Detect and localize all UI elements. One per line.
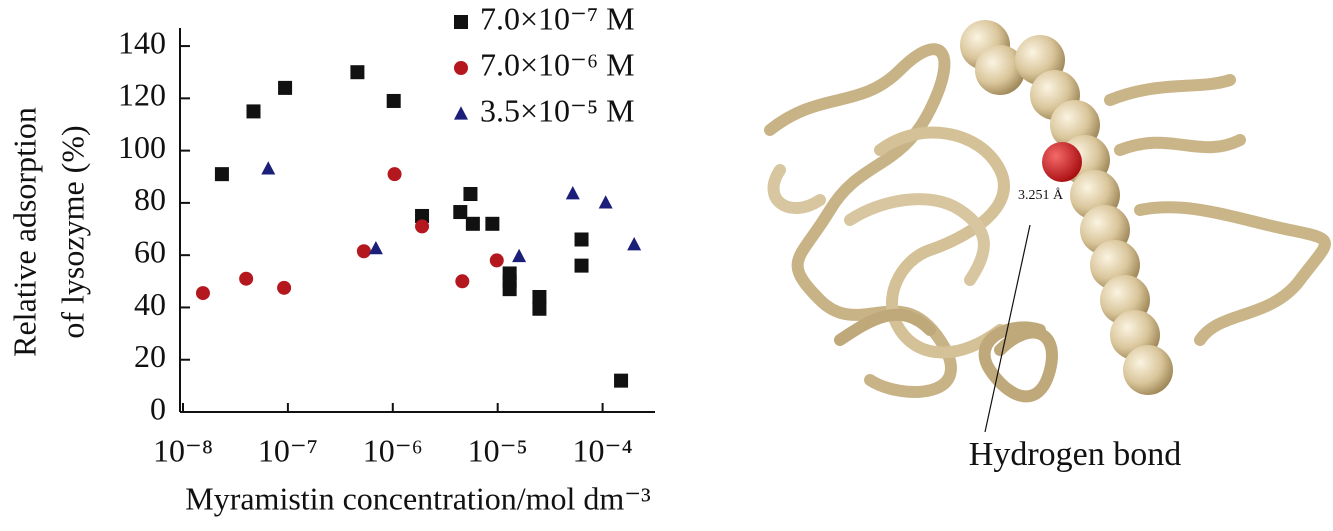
legend-label: 7.0×10⁻⁶ M	[480, 46, 635, 82]
y-tick-label: 100	[118, 129, 166, 165]
data-point	[455, 274, 470, 289]
data-point	[278, 80, 293, 95]
y-tick-label: 140	[118, 24, 166, 60]
data-point	[465, 216, 480, 231]
annotation: Hydrogen bond	[969, 436, 1181, 473]
data-point	[489, 253, 504, 268]
protein-structure	[764, 43, 1331, 403]
pointer-line	[984, 224, 1031, 433]
data-point	[485, 216, 500, 231]
x-tick-label: 10⁻⁴	[573, 432, 633, 468]
y-tick-label: 60	[134, 234, 166, 270]
data-point	[415, 219, 430, 234]
x-tick-label: 10⁻⁵	[468, 432, 528, 468]
distance-label: 3.251 Å	[1018, 187, 1064, 203]
y-tick-label: 80	[134, 181, 166, 217]
data-point	[453, 205, 468, 220]
data-point	[368, 240, 383, 255]
data-point	[512, 248, 527, 263]
x-tick-label: 10⁻⁷	[258, 432, 318, 468]
data-point	[574, 232, 589, 247]
data-point	[532, 301, 547, 316]
data-point	[239, 271, 254, 286]
data-point	[565, 186, 580, 200]
data-point	[463, 187, 478, 202]
x-tick-label: 10⁻⁸	[153, 432, 213, 468]
data-point	[350, 65, 365, 80]
legend-label: 7.0×10⁻⁷ M	[480, 0, 635, 36]
data-point	[598, 195, 613, 209]
legend-label: 3.5×10⁻⁵ M	[480, 92, 635, 128]
myramistin-spheres	[960, 20, 1173, 395]
data-point	[574, 258, 589, 273]
y-axis-label: of lysozyme (%)	[54, 125, 90, 338]
data-point	[502, 282, 517, 297]
x-tick-label: 10⁻⁶	[363, 432, 423, 468]
data-point	[614, 373, 629, 388]
y-axis-label: Relative adsorption	[6, 107, 42, 357]
data-point	[195, 286, 210, 301]
data-point	[415, 208, 430, 223]
y-tick-label: 20	[134, 338, 166, 374]
data-point	[386, 93, 401, 108]
data-point	[532, 289, 547, 304]
data-point	[261, 161, 276, 175]
data-point	[214, 167, 229, 182]
legend-marker	[454, 61, 468, 75]
data-point	[627, 237, 642, 251]
y-tick-label: 0	[150, 390, 166, 426]
x-axis-label: Myramistin concentration/mol dm⁻³	[185, 480, 651, 516]
data-point	[246, 104, 261, 119]
data-point	[277, 280, 292, 295]
y-tick-label: 40	[134, 286, 166, 322]
data-point	[387, 167, 402, 182]
legend-marker	[454, 106, 468, 120]
data-point	[356, 244, 371, 259]
y-tick-label: 120	[118, 77, 166, 113]
legend-marker	[454, 15, 468, 29]
